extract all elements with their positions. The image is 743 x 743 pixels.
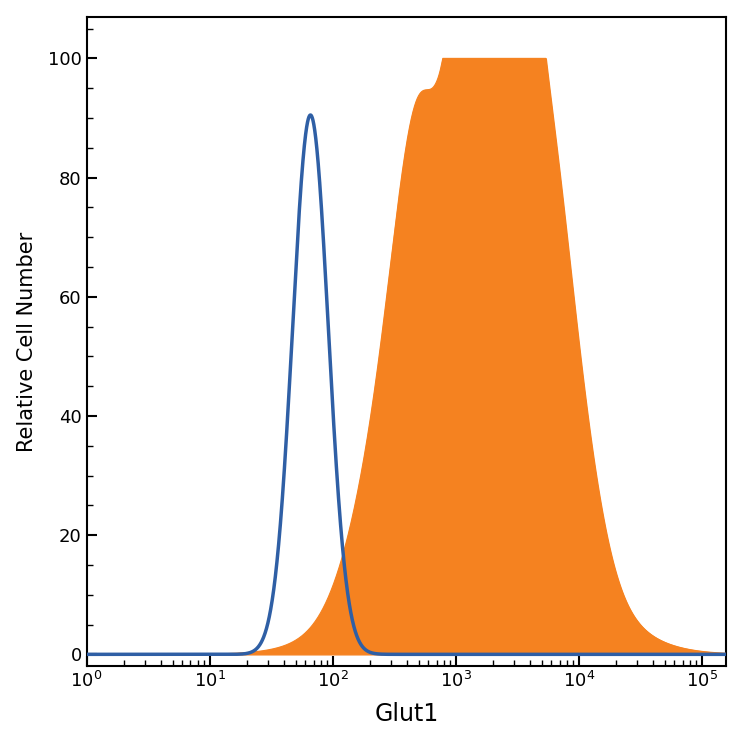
Y-axis label: Relative Cell Number: Relative Cell Number	[16, 231, 36, 452]
X-axis label: Glut1: Glut1	[374, 702, 438, 727]
